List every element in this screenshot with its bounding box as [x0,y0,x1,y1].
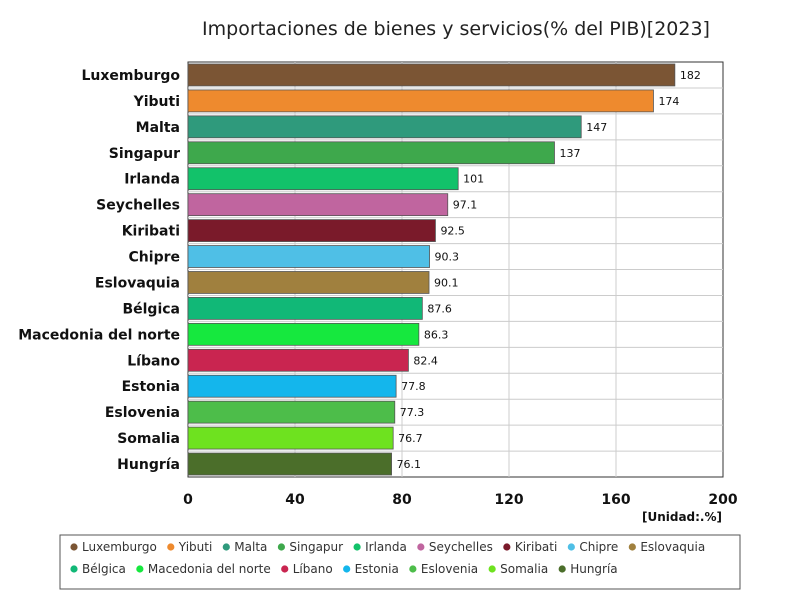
bar [187,141,555,165]
category-label: Bélgica [122,301,180,317]
data-label: 97.1 [453,199,478,212]
legend-item-label: Irlanda [365,540,407,554]
bar [187,245,430,268]
legend-marker [343,565,351,573]
bar [187,322,420,346]
category-label: Macedonia del norte [18,327,180,343]
category-label: Estonia [122,379,180,395]
data-label: 87.6 [427,302,452,315]
legend-marker [417,543,425,551]
category-label: Irlanda [124,172,180,188]
category-label: Seychelles [96,198,180,214]
data-label: 76.7 [398,432,423,445]
legend-item-label: Líbano [293,562,333,576]
data-label: 77.8 [401,380,426,393]
legend-item-label: Chipre [579,540,618,554]
legend-marker [281,565,289,573]
bar [187,452,392,476]
data-label: 174 [658,95,679,108]
legend-marker [222,543,230,551]
legend-marker [409,565,417,573]
bar [187,297,423,320]
bar [187,63,676,87]
legend-item-label: Singapur [289,540,343,554]
legend-marker [503,543,511,551]
bar [187,348,409,372]
data-label: 76.1 [397,458,422,471]
legend-item-label: Yibuti [178,540,213,554]
data-label: 147 [586,121,607,134]
category-label: Luxemburgo [81,68,180,84]
legend-item-label: Malta [234,540,267,554]
legend-marker [488,565,496,573]
category-label: Malta [136,120,180,136]
legend-item-label: Seychelles [429,540,493,554]
data-label: 101 [463,173,484,186]
legend-item-label: Somalia [500,562,548,576]
bar [187,115,582,139]
data-label: 182 [680,69,701,82]
bar [187,193,449,217]
legend-item-label: Eslovenia [421,562,478,576]
category-label: Líbano [127,353,180,369]
legend-marker [277,543,286,551]
category-label: Kiribati [122,224,180,240]
legend-marker [70,543,78,551]
data-label: 92.5 [440,225,465,238]
bar [187,271,430,294]
bar [187,219,436,242]
legend-marker [70,565,78,573]
legend-item-label: Macedonia del norte [148,562,271,576]
legend-box [59,534,741,590]
legend-item-label: Hungría [570,562,617,576]
legend-item-label: Eslovaquia [640,540,705,554]
legend-marker [558,565,566,573]
category-label: Hungría [117,457,180,473]
bar [187,167,459,191]
legend-marker [167,543,175,551]
bar [187,89,654,113]
legend-item-label: Bélgica [82,562,126,576]
category-label: Eslovenia [105,405,180,421]
plot-area: 182 Luxemburgo 174 Yibuti 147 Malta 137 Singapu… [18,61,738,508]
legend-item-label: Estonia [355,562,399,576]
chart-title: Importaciones de bienes y servicios(% de… [202,18,710,40]
bar [187,400,396,424]
x-tick-label: 80 [392,492,412,508]
legend-marker [628,543,636,551]
legend-marker [353,543,361,551]
data-label: 82.4 [413,354,438,367]
category-label: Singapur [109,146,180,162]
unit-label: [Unidad:.%] [642,510,722,524]
x-tick-label: 120 [494,492,523,508]
bar [187,374,397,398]
x-tick-label: 0 [183,492,193,508]
x-tick-label: 160 [601,492,630,508]
legend-marker [136,565,144,573]
x-tick-label: 200 [708,492,737,508]
data-label: 90.3 [435,251,460,264]
bar [187,426,394,450]
data-label: 86.3 [424,328,449,341]
legend-item-label: Kiribati [515,540,557,554]
legend-item-label: Luxemburgo [82,540,157,554]
category-label: Eslovaquia [95,275,180,291]
data-label: 77.3 [400,406,425,419]
legend-marker [567,543,575,551]
category-label: Chipre [129,250,180,266]
category-label: Somalia [117,431,180,447]
data-label: 137 [559,147,580,160]
legend: Luxemburgo Yibuti Malta Singapur Irlanda Seyc… [59,534,741,590]
data-label: 90.1 [434,276,459,289]
x-tick-label: 40 [285,492,305,508]
category-label: Yibuti [133,94,180,110]
